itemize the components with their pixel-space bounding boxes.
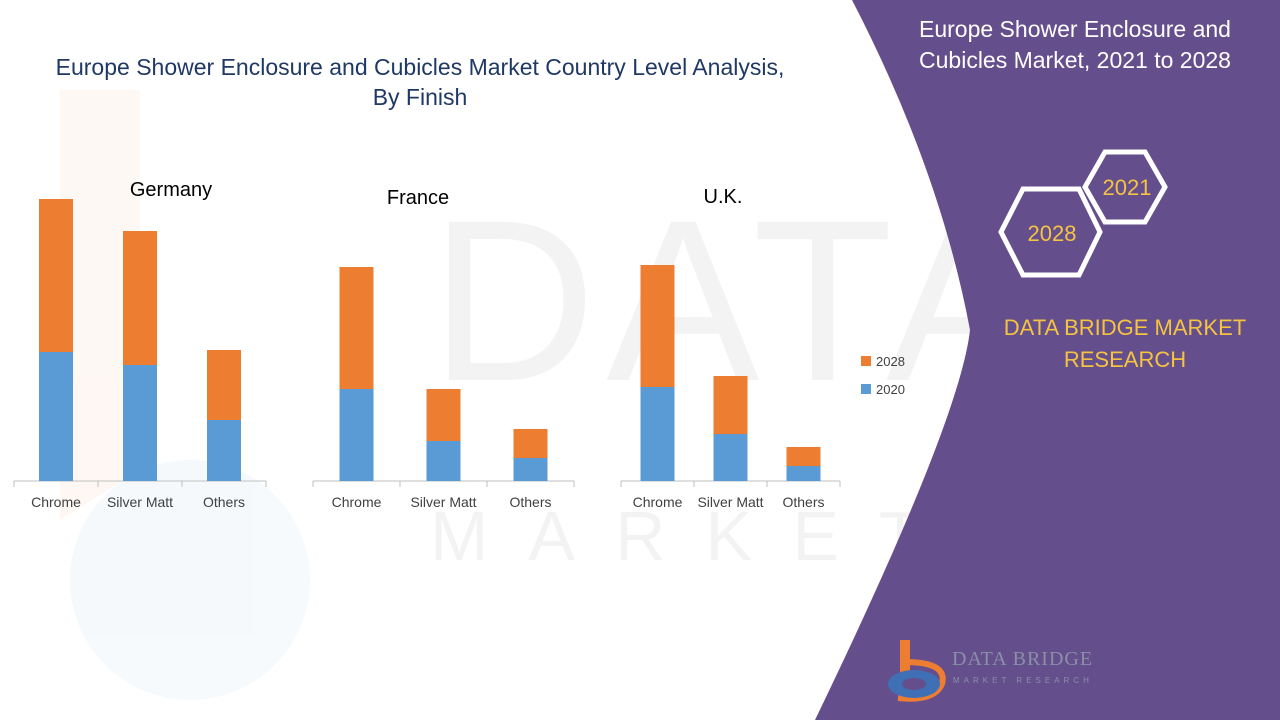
bar-uk-2020-0 <box>640 387 675 481</box>
hexagon-2021: 2021 <box>1082 149 1168 225</box>
bar-france-2028-2 <box>513 429 548 458</box>
hexagon-2028: 2028 <box>998 186 1103 278</box>
legend-label-2020: 2020 <box>876 382 905 397</box>
bar-uk-2020-2 <box>786 466 821 481</box>
chart-germany: Germany Chrome Silver Matt Others <box>13 179 267 510</box>
x-tick-label: Chrome <box>633 494 683 510</box>
brand-name: DATA BRIDGE MARKET RESEARCH <box>980 312 1270 376</box>
bar-france-2028-1 <box>426 389 461 441</box>
chart-title-line-2: By Finish <box>372 84 468 110</box>
chart-title-france: France <box>387 187 449 209</box>
legend-swatch-2028 <box>861 356 871 366</box>
bar-uk-2028-2 <box>786 447 821 466</box>
chart-title-uk: U.K. <box>704 186 743 208</box>
legend-swatch-2020 <box>861 384 871 394</box>
logo-text: DATA BRIDGE <box>952 648 1094 670</box>
svg-text:2021: 2021 <box>1103 175 1152 200</box>
bar-germany-2028-1 <box>123 231 157 365</box>
chart-title-line-1: Europe Shower Enclosure and Cubicles Mar… <box>55 54 785 80</box>
bar-germany-2028-0 <box>39 199 73 352</box>
brand-name-line-2: RESEARCH <box>1063 347 1187 372</box>
bar-germany-2020-2 <box>207 420 241 481</box>
x-tick-label: Others <box>509 494 551 510</box>
bar-france-2020-1 <box>426 441 461 481</box>
data-bridge-logo-icon <box>888 640 946 702</box>
chart-france: France Chrome Silver Matt Others <box>312 187 575 510</box>
svg-text:2028: 2028 <box>1028 221 1077 246</box>
x-tick-label: Silver Matt <box>697 494 763 510</box>
bar-germany-2020-0 <box>39 352 73 481</box>
bar-france-2028-0 <box>339 267 374 389</box>
chart-title: Europe Shower Enclosure and Cubicles Mar… <box>20 52 820 112</box>
bar-france-2020-2 <box>513 458 548 481</box>
logo-subtext: MARKET RESEARCH <box>953 676 1093 685</box>
legend-label-2028: 2028 <box>876 354 905 369</box>
bar-germany-2028-2 <box>207 350 241 420</box>
panel-title-line-2: Cubicles Market, 2021 to 2028 <box>919 47 1231 73</box>
x-tick-label: Silver Matt <box>410 494 476 510</box>
panel-title: Europe Shower Enclosure and Cubicles Mar… <box>880 14 1270 76</box>
panel-title-line-1: Europe Shower Enclosure and <box>919 16 1231 42</box>
chart-legend: 2028 2020 <box>861 354 905 397</box>
bar-uk-2028-1 <box>713 376 748 434</box>
bar-uk-2020-1 <box>713 434 748 481</box>
x-tick-label: Chrome <box>332 494 382 510</box>
bar-france-2020-0 <box>339 389 374 481</box>
x-tick-label: Silver Matt <box>107 494 173 510</box>
x-tick-label: Others <box>203 494 245 510</box>
bar-germany-2020-1 <box>123 365 157 481</box>
brand-name-line-1: DATA BRIDGE MARKET <box>1003 315 1247 340</box>
chart-title-germany: Germany <box>130 179 212 201</box>
chart-uk: U.K. Chrome Silver Matt Others <box>620 186 841 510</box>
charts-area: Germany Chrome Silver Matt Others France Chro… <box>13 179 841 510</box>
bar-uk-2028-0 <box>640 265 675 387</box>
x-tick-label: Others <box>782 494 824 510</box>
x-tick-label: Chrome <box>31 494 81 510</box>
